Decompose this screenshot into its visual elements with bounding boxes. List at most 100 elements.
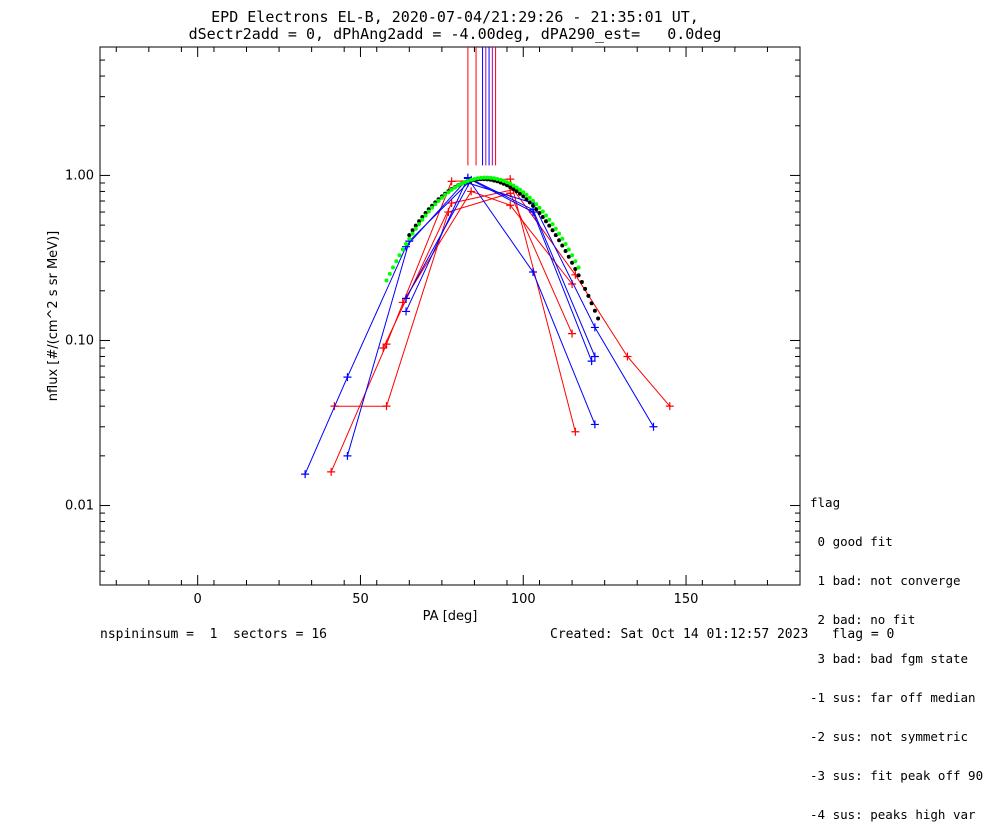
fit-curve-dot <box>446 190 451 195</box>
data-point <box>665 402 674 411</box>
fit-curve-dot <box>498 177 503 182</box>
fit-curve-dot <box>534 202 539 207</box>
x-tick-label: 50 <box>352 592 369 607</box>
x-tick-label: 0 <box>194 592 202 607</box>
y-axis-label: nflux [#/(cm^2 s sr MeV)] <box>46 231 61 401</box>
data-point <box>343 373 352 382</box>
fit-curve-dot <box>544 219 548 224</box>
fit-curve-dot <box>488 175 493 180</box>
series-line <box>334 192 573 407</box>
data-point <box>506 175 515 184</box>
data-point <box>623 352 632 361</box>
x-tick-label: 100 <box>511 592 536 607</box>
fit-curve-dot <box>586 293 591 298</box>
fit-curve-dot <box>384 278 389 283</box>
data-point <box>301 470 310 479</box>
fit-curve-dot <box>492 176 496 181</box>
data-point <box>529 208 538 217</box>
fit-curve-dot <box>501 181 506 186</box>
series-line <box>405 179 593 362</box>
fit-curve-dot <box>592 308 597 313</box>
fit-curve-dot <box>518 191 522 196</box>
fit-curve-dot <box>449 187 454 192</box>
data-point <box>327 467 336 476</box>
fit-curve-dot <box>404 242 408 246</box>
fit-curve-dot <box>407 236 412 241</box>
series-line <box>346 182 654 456</box>
fit-curve-dot <box>557 231 562 236</box>
fit-curve-dot <box>439 195 444 200</box>
fit-curve-dot <box>563 242 568 246</box>
series-line <box>382 189 671 407</box>
x-axis-label: PA [deg] <box>423 609 478 624</box>
fit-curve-dot <box>397 253 402 258</box>
fit-curve-dot <box>550 228 555 233</box>
data-point <box>590 352 599 361</box>
fit-curve-dot <box>472 177 477 181</box>
fit-curve-dot <box>534 207 539 212</box>
fit-curve-dot <box>560 236 565 241</box>
fit-curve-dot <box>570 260 575 265</box>
data-point <box>590 420 599 429</box>
y-tick-label: 0.10 <box>65 333 94 348</box>
flag-legend-item: 0 good fit <box>810 534 893 549</box>
fit-curve-dot <box>514 189 519 194</box>
fit-curve-dot <box>511 187 516 192</box>
fit-curve-dot <box>540 215 545 219</box>
fit-curve-dot <box>462 180 467 185</box>
fit-curve-dot <box>452 185 457 190</box>
fit-curve-dot <box>576 273 581 278</box>
flag-legend-item: 3 bad: bad fgm state <box>810 651 969 666</box>
y-tick-label: 0.01 <box>65 499 94 514</box>
x-tick-label: 150 <box>674 592 699 607</box>
series-line <box>402 190 573 303</box>
chart-title-line1: EPD Electrons EL-B, 2020-07-04/21:29:26 … <box>211 8 699 26</box>
fit-curve-dot <box>423 213 428 218</box>
fit-curve-dot <box>420 217 425 222</box>
fit-curve-dot <box>547 217 552 222</box>
fit-curve-dot <box>501 179 506 183</box>
fit-curve-dot <box>407 233 412 238</box>
data-point <box>402 307 411 316</box>
pitch-angle-chart: 0 50 100 150 0.01 0.10 1.00 PA [deg] nflux [#/… <box>46 46 801 624</box>
fit-curve-dot <box>566 254 571 259</box>
flag-legend: flag 0 good fit 1 bad: not converge 2 ba… <box>810 470 983 834</box>
fit-curve-dot <box>433 202 438 207</box>
fit-curve-dot <box>579 280 584 284</box>
fit-curve-dot <box>518 187 522 192</box>
fit-curve-dot <box>527 200 532 205</box>
fit-curve-dot <box>495 177 500 181</box>
data-point <box>382 402 391 411</box>
fit-curve-dot <box>413 223 418 228</box>
flag-legend-item: -3 sus: fit peak off 90 <box>810 768 984 783</box>
data-point <box>590 323 599 332</box>
fit-curve-dot <box>469 177 474 182</box>
flag-legend-item: -4 sus: peaks high var <box>810 807 976 822</box>
fit-curve-dot <box>563 249 568 253</box>
fit-curve-dot <box>475 176 480 181</box>
fit-curve-dot <box>537 205 542 210</box>
fit-curve-dot <box>576 265 581 270</box>
fit-curve-dot <box>511 183 516 188</box>
fit-curve-dot <box>394 259 399 264</box>
chart-title-line2: dSectr2add = 0, dPhAng2add = -4.00deg, d… <box>188 25 722 43</box>
fit-curve-dot <box>521 194 526 199</box>
fit-curve-dot <box>400 247 405 252</box>
fit-curve-dot <box>521 190 526 195</box>
data-point <box>649 422 658 431</box>
fit-curve-dot <box>459 181 464 186</box>
data-point <box>571 427 580 436</box>
fit-curve-dot <box>485 175 490 180</box>
fit-curve-dot <box>508 181 513 186</box>
fit-curve-dot <box>573 259 578 264</box>
fit-curve-dot <box>553 226 558 231</box>
fit-curve-dot <box>436 198 441 203</box>
fit-curve-dot <box>514 185 519 190</box>
fit-curve-dot <box>550 222 555 227</box>
flag-legend-item: -1 sus: far off median <box>810 690 976 705</box>
y-tick-label: 1.00 <box>65 168 94 183</box>
fit-curve-dot <box>566 247 571 252</box>
fit-curve-dot <box>387 271 392 276</box>
data-point <box>447 199 456 208</box>
fit-curve-dot <box>570 253 575 258</box>
